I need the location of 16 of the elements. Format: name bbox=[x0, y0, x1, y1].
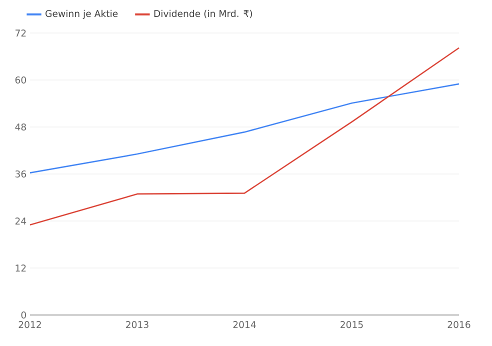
line-series bbox=[29, 83, 460, 174]
x-tick-label: 2012 bbox=[18, 321, 41, 328]
x-tick-label: 2015 bbox=[340, 321, 363, 328]
x-tick-label: 2013 bbox=[126, 321, 148, 328]
x-tick-label: 2016 bbox=[448, 321, 470, 328]
y-tick-label: 0 bbox=[21, 311, 26, 319]
legend-label: Gewinn je Aktie bbox=[46, 10, 118, 19]
y-tick-label: 12 bbox=[16, 264, 26, 272]
y-tick-label: 36 bbox=[15, 170, 26, 178]
y-tick-label: 48 bbox=[15, 123, 26, 131]
line-series bbox=[29, 47, 460, 226]
y-tick-label: 24 bbox=[15, 218, 26, 224]
x-tick-label: 2014 bbox=[233, 321, 256, 328]
y-tick-label: 60 bbox=[15, 76, 26, 84]
y-tick-label: 72 bbox=[16, 30, 26, 36]
legend-label: Dividende (in Mrd. ₹) bbox=[154, 10, 252, 18]
